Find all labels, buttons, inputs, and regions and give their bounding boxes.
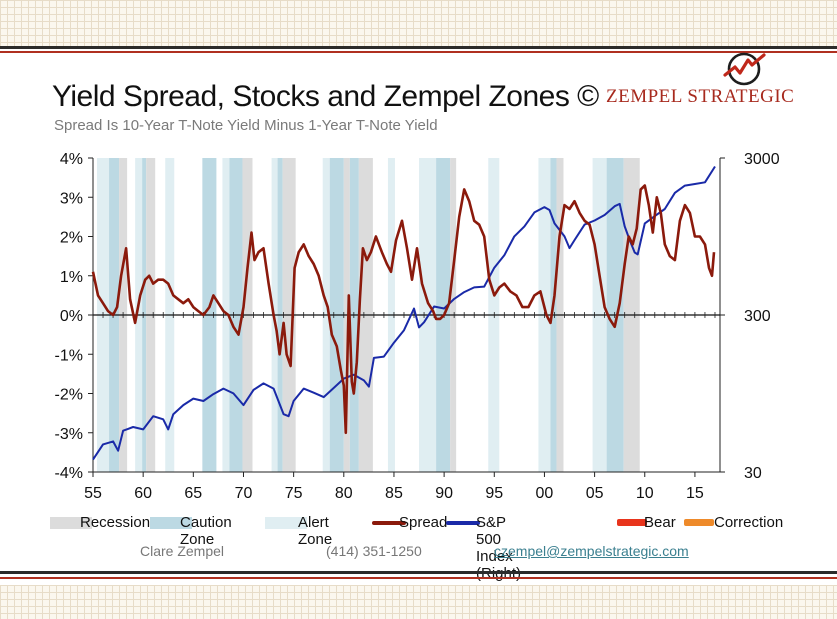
x-tick-label: 00 — [536, 485, 554, 502]
x-tick-label: 10 — [636, 485, 654, 502]
legend-label: Bear — [644, 514, 676, 531]
x-tick-label: 95 — [485, 485, 503, 502]
left-tick-label: -3% — [55, 426, 83, 443]
chart-title: Yield Spread, Stocks and Zempel Zones © — [52, 80, 599, 113]
x-tick-label: 90 — [435, 485, 453, 502]
legend-swatch — [684, 519, 714, 526]
legend-label: Caution Zone — [180, 514, 232, 548]
top-rule-red — [0, 51, 837, 53]
left-tick-label: -1% — [55, 347, 83, 364]
bottom-grid-band — [0, 585, 837, 619]
x-tick-label: 70 — [235, 485, 253, 502]
tick-labels: 4% 3% 2% 1% 0% -1% -2% -3% -4% 3000 300 30 55 60 65 70 7… — [55, 151, 780, 502]
left-tick-label: 3% — [60, 190, 83, 207]
top-grid-band — [0, 0, 837, 46]
legend-swatch — [446, 521, 480, 525]
right-tick-label: 30 — [744, 465, 762, 482]
left-tick-label: -2% — [55, 387, 83, 404]
footer-email-link[interactable]: czempel@zempelstrategic.com — [494, 543, 689, 559]
bottom-rule-dark — [0, 571, 837, 574]
left-tick-label: 4% — [60, 151, 83, 168]
left-tick-label: -4% — [55, 465, 83, 482]
bottom-rule-red — [0, 577, 837, 579]
legend-label: Spread — [399, 514, 448, 531]
brand-name: ZEMPEL STRATEGIC — [606, 86, 794, 108]
sp500-series-line — [92, 165, 716, 461]
legend-swatch — [372, 521, 406, 525]
legend-label: Alert Zone — [298, 514, 333, 548]
legend-swatch — [265, 517, 307, 529]
footer-name: Clare Zempel — [140, 543, 225, 559]
x-tick-label: 05 — [586, 485, 604, 502]
left-tick-label: 1% — [60, 269, 83, 286]
x-tick-label: 60 — [134, 485, 152, 502]
x-tick-label: 65 — [184, 485, 202, 502]
legend-label: Recession — [80, 514, 151, 531]
chart-subtitle: Spread Is 10-Year T-Note Yield Minus 1-Y… — [54, 117, 438, 134]
brand-text: ZEMPEL STRATEGIC — [606, 86, 795, 107]
right-tick-label: 3000 — [744, 151, 780, 168]
legend-swatch — [617, 519, 647, 526]
right-tick-label: 300 — [744, 308, 771, 325]
x-tick-label: 85 — [385, 485, 403, 502]
legend-swatch — [150, 517, 192, 529]
x-tick-label: 80 — [335, 485, 353, 502]
footer-phone: (414) 351-1250 — [326, 543, 422, 559]
zempel-logo-icon — [723, 52, 766, 86]
axes — [88, 157, 725, 477]
top-rule-dark — [0, 46, 837, 49]
x-tick-label: 55 — [84, 485, 102, 502]
left-tick-label: 0% — [60, 308, 83, 325]
x-tick-label: 75 — [285, 485, 303, 502]
left-tick-label: 2% — [60, 230, 83, 247]
spread-series-line — [91, 184, 716, 435]
x-tick-label: 15 — [686, 485, 704, 502]
legend-label: Correction — [714, 514, 784, 531]
yield-spread-chart: 4% 3% 2% 1% 0% -1% -2% -3% -4% 3000 300 30 55 60 65 70 7… — [55, 151, 780, 502]
legend-swatch — [50, 517, 92, 529]
